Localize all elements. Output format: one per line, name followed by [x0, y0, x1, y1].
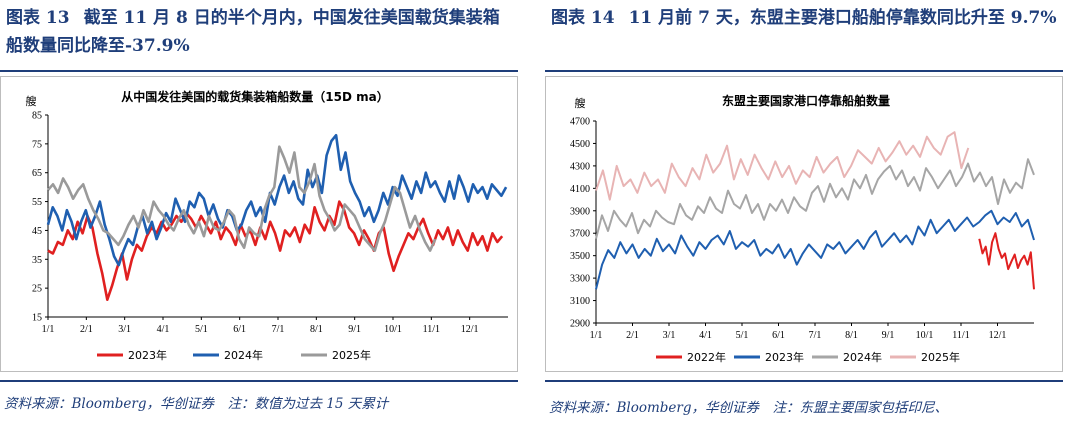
figure-13-title: 图表 13 截至 11 月 8 日的半个月内，中国发往美国载货集装箱船数量同比降至… — [6, 4, 516, 60]
y-tick-label: 25 — [32, 284, 42, 295]
legend-label: 2023年 — [765, 350, 804, 364]
x-tick-label: 6/1 — [233, 324, 246, 335]
chart-14: 东盟主要国家港口停靠船舶数量 艘 2900 3100 3300 3500 3700 3900 4… — [570, 93, 1035, 364]
figure-13-panel: 图表 13 截至 11 月 8 日的半个月内，中国发往美国载货集装箱船数量同比降至… — [0, 0, 520, 421]
y-tick-label: 4300 — [570, 161, 590, 172]
x-tick-label: 12/1 — [989, 330, 1007, 341]
y-tick-label: 4700 — [570, 117, 590, 128]
y-tick-label: 85 — [32, 111, 42, 122]
figure-13-title-text: 截至 11 月 8 日的半个月内，中国发往美国载货集装箱船数量同比降至-37.9… — [6, 8, 500, 56]
legend-label: 2023年 — [128, 348, 167, 362]
y-tick-label: 75 — [32, 139, 42, 150]
series-line — [978, 232, 1035, 290]
x-tick-label: 1/1 — [42, 324, 55, 335]
y-tick-label: 3900 — [570, 206, 590, 217]
footer-rule — [0, 380, 518, 382]
y-tick-label: 65 — [32, 168, 42, 179]
footer-rule — [545, 380, 1063, 382]
y-tick-label: 35 — [32, 255, 42, 266]
y-tick-label: 3300 — [570, 274, 590, 285]
series-line — [595, 131, 970, 201]
x-tick-label: 8/1 — [310, 324, 323, 335]
chart-title: 从中国发往美国的载货集装箱船数量（15D ma） — [121, 89, 388, 104]
legend-label: 2025年 — [921, 350, 960, 364]
y-tick-label: 45 — [32, 226, 42, 237]
figure-14-title: 图表 14 11 月前 7 天，东盟主要港口船舶停靠数同比升至 9.7% — [551, 4, 1061, 32]
title-rule — [0, 70, 518, 72]
series-line — [47, 200, 504, 301]
x-tick-label: 5/1 — [736, 330, 749, 341]
legend-label: 2025年 — [332, 348, 371, 362]
series-line — [47, 145, 437, 252]
x-tick-label: 7/1 — [272, 324, 285, 335]
x-tick-label: 4/1 — [157, 324, 170, 335]
y-tick-label: 4500 — [570, 139, 590, 150]
series-line — [595, 158, 1035, 240]
series-line — [595, 209, 1035, 290]
x-tick-label: 5/1 — [195, 324, 208, 335]
figure-14-label: 图表 14 — [551, 8, 615, 28]
y-tick-label: 15 — [32, 313, 42, 324]
figure-13-label: 图表 13 — [6, 8, 70, 28]
figure-13-source: 资料来源：Bloomberg，华创证券 注：数值为过去 15 天累计 — [4, 396, 389, 412]
x-tick-label: 11/1 — [423, 324, 440, 335]
series-line — [46, 133, 508, 267]
y-tick-label: 3100 — [570, 296, 590, 307]
figure-14-source: 资料来源：Bloomberg，华创证券 注：东盟主要国家包括印尼、 — [549, 400, 949, 416]
x-tick-label: 6/1 — [772, 330, 785, 341]
x-tick-label: 2/1 — [80, 324, 93, 335]
y-axis-unit: 艘 — [26, 94, 37, 108]
x-tick-label: 9/1 — [348, 324, 361, 335]
x-tick-label: 3/1 — [663, 330, 676, 341]
y-axis-unit: 艘 — [575, 96, 586, 110]
x-tick-label: 1/1 — [590, 330, 603, 341]
figure-14-panel: 图表 14 11 月前 7 天，东盟主要港口船舶停靠数同比升至 9.7% 东盟主要… — [545, 0, 1065, 421]
x-tick-label: 7/1 — [809, 330, 822, 341]
y-tick-label: 3700 — [570, 229, 590, 240]
x-tick-label: 8/1 — [845, 330, 858, 341]
legend-label: 2024年 — [224, 348, 263, 362]
x-tick-label: 2/1 — [626, 330, 639, 341]
y-tick-label: 3500 — [570, 251, 590, 262]
x-tick-label: 4/1 — [699, 330, 712, 341]
x-tick-label: 9/1 — [882, 330, 895, 341]
y-tick-label: 55 — [32, 197, 42, 208]
figure-14-title-text: 11 月前 7 天，东盟主要港口船舶停靠数同比升至 9.7% — [628, 8, 1057, 28]
x-tick-label: 12/1 — [461, 324, 479, 335]
y-tick-label: 2900 — [570, 319, 590, 330]
x-tick-label: 10/1 — [916, 330, 934, 341]
legend-label: 2024年 — [843, 350, 882, 364]
x-tick-label: 11/1 — [952, 330, 969, 341]
chart-title: 东盟主要国家港口停靠船舶数量 — [722, 93, 890, 108]
x-tick-label: 10/1 — [384, 324, 402, 335]
title-rule — [545, 70, 1063, 72]
legend-label: 2022年 — [687, 350, 726, 364]
y-tick-label: 4100 — [570, 184, 590, 195]
chart-13-frame: 从中国发往美国的载货集装箱船数量（15D ma） 艘 15 25 35 45 55 65 75 8… — [0, 76, 518, 372]
chart-14-frame: 东盟主要国家港口停靠船舶数量 艘 2900 3100 3300 3500 3700 3900 4… — [545, 76, 1063, 372]
chart-13: 从中国发往美国的载货集装箱船数量（15D ma） 艘 15 25 35 45 55 65 75 8… — [26, 89, 508, 362]
x-tick-label: 3/1 — [118, 324, 131, 335]
